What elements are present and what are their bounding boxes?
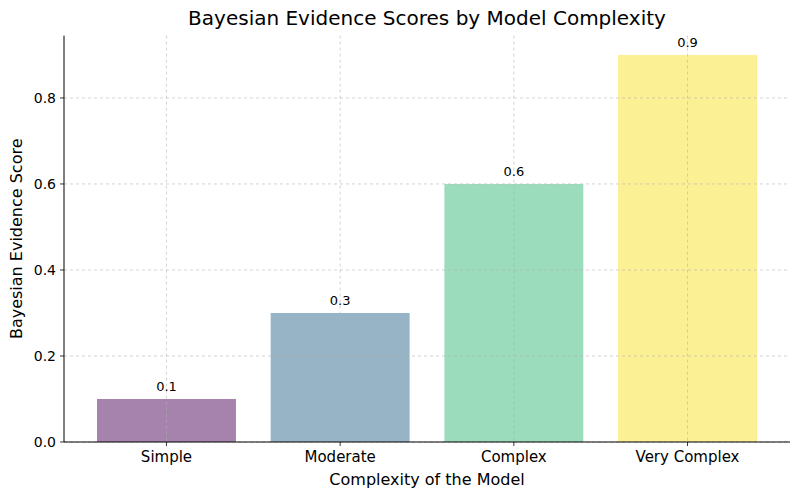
chart-title: Bayesian Evidence Scores by Model Comple… bbox=[188, 6, 666, 30]
y-axis-line bbox=[64, 36, 65, 442]
x-tick bbox=[687, 442, 688, 446]
chart-svg: 0.0 0.2 0.4 0.6 0.8 0.1 0.3 0.6 0.9 Simple Moderat… bbox=[0, 0, 800, 496]
y-tick-label: 0.6 bbox=[34, 176, 56, 192]
y-grid-line bbox=[64, 269, 790, 270]
y-tick-label: 0.4 bbox=[34, 262, 56, 278]
y-grid-line bbox=[64, 355, 790, 356]
bars bbox=[97, 55, 757, 442]
grid bbox=[64, 36, 790, 442]
y-tick bbox=[60, 269, 64, 270]
y-tick-label: 0.8 bbox=[34, 90, 56, 106]
x-tick bbox=[166, 442, 167, 446]
y-tick-label: 0.0 bbox=[34, 434, 56, 450]
x-axis-line bbox=[64, 442, 790, 443]
y-grid-line bbox=[64, 97, 790, 98]
x-tick-label: Very Complex bbox=[636, 448, 740, 466]
y-axis-label: Bayesian Evidence Score bbox=[7, 138, 26, 339]
y-grid-line bbox=[64, 183, 790, 184]
x-grid-line bbox=[340, 36, 341, 442]
x-grid-line bbox=[687, 36, 688, 442]
y-grid-line bbox=[64, 442, 790, 443]
data-label: 0.9 bbox=[677, 35, 698, 50]
x-tick bbox=[513, 442, 514, 446]
x-tick-label: Moderate bbox=[304, 448, 375, 466]
y-tick-label: 0.2 bbox=[34, 348, 56, 364]
data-label: 0.1 bbox=[156, 379, 177, 394]
x-tick-label: Simple bbox=[141, 448, 192, 466]
x-axis-label: Complexity of the Model bbox=[329, 470, 524, 489]
y-tick bbox=[60, 355, 64, 356]
x-grid-line bbox=[513, 36, 514, 442]
x-tick-label: Complex bbox=[481, 448, 547, 466]
y-tick bbox=[60, 442, 64, 443]
data-label: 0.3 bbox=[330, 293, 351, 308]
y-tick bbox=[60, 97, 64, 98]
y-tick bbox=[60, 183, 64, 184]
x-tick bbox=[340, 442, 341, 446]
data-label: 0.6 bbox=[503, 164, 524, 179]
chart-container: 0.0 0.2 0.4 0.6 0.8 0.1 0.3 0.6 0.9 Simple Moderat… bbox=[0, 0, 800, 496]
